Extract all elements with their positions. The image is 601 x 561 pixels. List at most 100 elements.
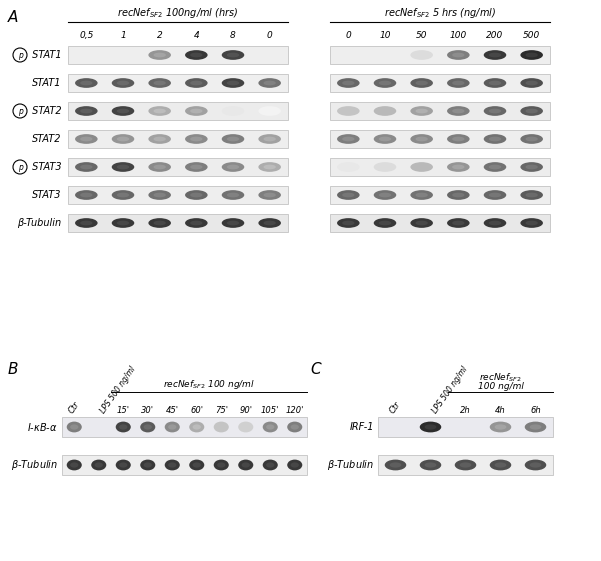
Ellipse shape <box>263 164 276 169</box>
Ellipse shape <box>525 53 538 57</box>
Ellipse shape <box>379 192 391 197</box>
Bar <box>378 455 553 475</box>
Ellipse shape <box>112 190 134 200</box>
Ellipse shape <box>495 424 507 430</box>
Ellipse shape <box>227 137 239 141</box>
Ellipse shape <box>525 81 538 85</box>
Ellipse shape <box>185 218 207 228</box>
Ellipse shape <box>389 462 401 468</box>
Ellipse shape <box>119 424 127 430</box>
Ellipse shape <box>374 78 396 88</box>
Ellipse shape <box>112 162 134 172</box>
Bar <box>68 130 288 148</box>
Ellipse shape <box>419 459 441 471</box>
Text: $recNef_{SF2}$ 100 ng/ml: $recNef_{SF2}$ 100 ng/ml <box>163 378 255 391</box>
Ellipse shape <box>217 462 225 468</box>
Ellipse shape <box>520 218 543 228</box>
Ellipse shape <box>91 459 106 471</box>
Ellipse shape <box>242 462 250 468</box>
Ellipse shape <box>185 162 207 172</box>
Text: C: C <box>310 362 320 377</box>
Bar <box>330 46 550 64</box>
Ellipse shape <box>144 462 152 468</box>
Ellipse shape <box>495 462 507 468</box>
Ellipse shape <box>112 106 134 116</box>
Text: 500: 500 <box>523 30 540 39</box>
Ellipse shape <box>148 162 171 172</box>
Text: 0: 0 <box>267 30 272 39</box>
Ellipse shape <box>374 106 396 116</box>
Ellipse shape <box>452 164 465 169</box>
Ellipse shape <box>489 53 501 57</box>
Ellipse shape <box>489 164 501 169</box>
Ellipse shape <box>189 459 204 471</box>
Text: 4h: 4h <box>495 406 506 415</box>
Ellipse shape <box>148 218 171 228</box>
Ellipse shape <box>227 220 239 226</box>
Bar <box>62 455 307 475</box>
Ellipse shape <box>148 134 171 144</box>
Ellipse shape <box>263 192 276 197</box>
Ellipse shape <box>415 192 428 197</box>
Ellipse shape <box>227 81 239 85</box>
Text: $recNef_{SF2}$: $recNef_{SF2}$ <box>479 371 522 384</box>
Ellipse shape <box>520 162 543 172</box>
Ellipse shape <box>415 137 428 141</box>
Bar <box>68 214 288 232</box>
Ellipse shape <box>266 424 275 430</box>
Text: 15': 15' <box>117 406 130 415</box>
Text: $recNef_{SF2}$ 100ng/ml (hrs): $recNef_{SF2}$ 100ng/ml (hrs) <box>117 6 239 20</box>
Ellipse shape <box>525 164 538 169</box>
Ellipse shape <box>452 81 465 85</box>
Ellipse shape <box>263 459 278 471</box>
Ellipse shape <box>258 78 281 88</box>
Ellipse shape <box>263 137 276 141</box>
Ellipse shape <box>490 459 511 471</box>
Ellipse shape <box>222 218 244 228</box>
Text: 90': 90' <box>239 406 252 415</box>
Ellipse shape <box>452 109 465 113</box>
Ellipse shape <box>374 218 396 228</box>
Ellipse shape <box>342 81 355 85</box>
Ellipse shape <box>385 459 406 471</box>
Ellipse shape <box>337 134 359 144</box>
Ellipse shape <box>415 109 428 113</box>
Ellipse shape <box>484 78 506 88</box>
Text: 4: 4 <box>194 30 199 39</box>
Ellipse shape <box>489 109 501 113</box>
Text: STAT3: STAT3 <box>31 190 61 200</box>
Ellipse shape <box>452 137 465 141</box>
Text: β-Tubulin: β-Tubulin <box>17 218 61 228</box>
Ellipse shape <box>258 162 281 172</box>
Bar <box>62 417 307 437</box>
Ellipse shape <box>67 459 82 471</box>
Ellipse shape <box>287 422 302 433</box>
Text: 50: 50 <box>416 30 427 39</box>
Ellipse shape <box>489 81 501 85</box>
Ellipse shape <box>410 78 433 88</box>
Ellipse shape <box>165 422 180 433</box>
Text: Ctr: Ctr <box>67 399 82 415</box>
Ellipse shape <box>447 78 469 88</box>
Ellipse shape <box>214 459 229 471</box>
Text: 2: 2 <box>157 30 162 39</box>
Ellipse shape <box>153 220 166 226</box>
Ellipse shape <box>144 424 152 430</box>
Ellipse shape <box>525 220 538 226</box>
Ellipse shape <box>410 162 433 172</box>
Ellipse shape <box>379 137 391 141</box>
Text: 120': 120' <box>285 406 304 415</box>
Circle shape <box>13 104 27 118</box>
Text: 100 ng/ml: 100 ng/ml <box>478 382 523 391</box>
Ellipse shape <box>119 462 127 468</box>
Ellipse shape <box>112 134 134 144</box>
Ellipse shape <box>489 220 501 226</box>
Text: 0,5: 0,5 <box>79 30 94 39</box>
Ellipse shape <box>80 164 93 169</box>
Text: LPS 500 ng/ml: LPS 500 ng/ml <box>430 365 469 415</box>
Bar <box>68 102 288 120</box>
Ellipse shape <box>190 137 203 141</box>
Ellipse shape <box>410 50 433 60</box>
Text: 75': 75' <box>215 406 228 415</box>
Text: STAT2: STAT2 <box>31 134 61 144</box>
